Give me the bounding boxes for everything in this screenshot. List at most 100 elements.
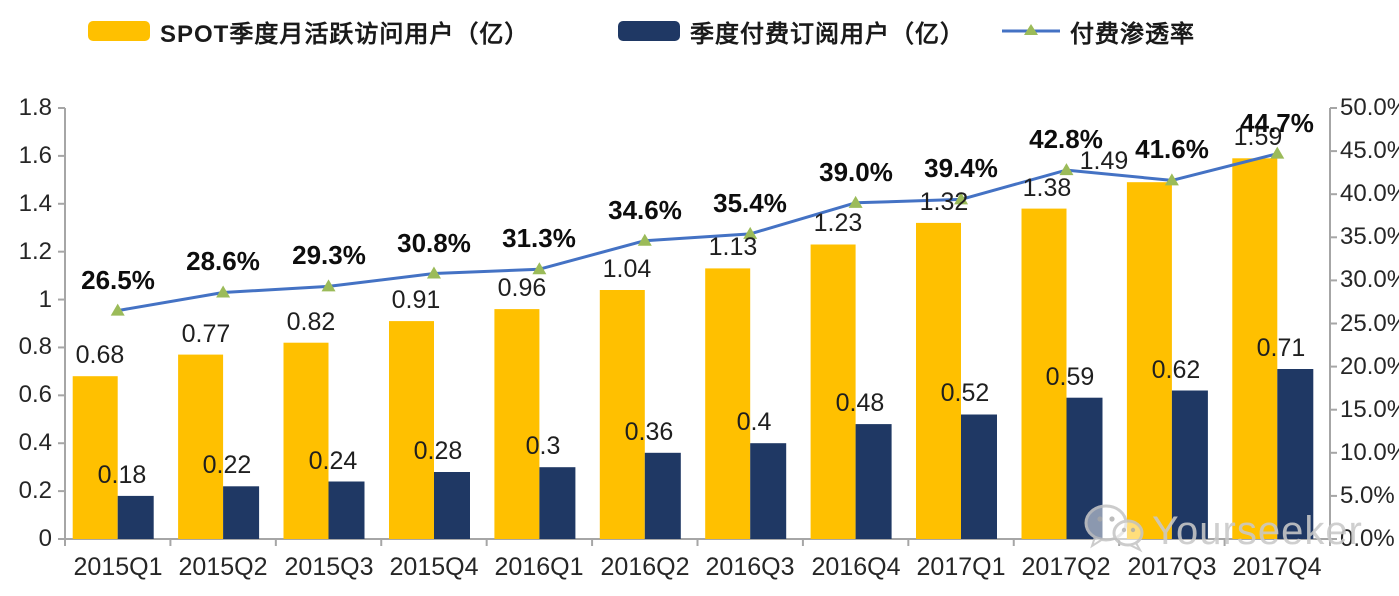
mau-value-label: 1.38 xyxy=(1022,174,1072,202)
penetration-pct-label: 28.6% xyxy=(186,246,260,276)
legend-item-penetration: 付费渗透率 xyxy=(1002,16,1195,48)
bar-subscribers xyxy=(750,443,787,539)
watermark-text: Yourseeker xyxy=(1152,509,1363,553)
penetration-line xyxy=(117,152,1278,313)
triangle-marker-icon xyxy=(637,233,652,246)
subscribers-value-label: 0.24 xyxy=(308,447,358,475)
legend-item-subscribers: 季度付费订阅用户（亿） xyxy=(618,16,965,48)
mau-value-label: 0.77 xyxy=(181,320,231,348)
left-axis-tick-label: 0.6 xyxy=(18,381,52,408)
mau-bar-swatch-icon xyxy=(88,21,150,41)
right-axis-tick-label: 40.0% xyxy=(1340,180,1399,207)
x-axis-category-label: 2016Q2 xyxy=(600,553,690,581)
bar-subscribers xyxy=(223,486,260,539)
triangle-marker-icon xyxy=(1270,146,1285,159)
bar-subscribers xyxy=(434,472,470,539)
subscribers-value-label: 0.3 xyxy=(525,432,561,460)
left-axis-tick-label: 1.2 xyxy=(18,238,52,265)
subscribers-bar-swatch-icon xyxy=(618,21,680,41)
penetration-pct-label: 34.6% xyxy=(608,195,682,225)
subscribers-value-label: 0.62 xyxy=(1151,356,1201,384)
bar-mau xyxy=(494,309,540,539)
x-axis-category-label: 2015Q2 xyxy=(178,553,268,581)
mau-value-label: 0.91 xyxy=(391,286,441,314)
right-axis-tick-label: 35.0% xyxy=(1340,223,1399,250)
penetration-line-swatch-icon xyxy=(1002,21,1060,41)
bar-subscribers xyxy=(855,424,892,539)
x-axis-category-label: 2017Q2 xyxy=(1021,553,1111,581)
mau-value-label: 1.49 xyxy=(1079,147,1129,175)
penetration-pct-label: 42.8% xyxy=(1029,124,1103,154)
legend-label-mau: SPOT季度月活跃访问用户（亿） xyxy=(160,20,530,48)
penetration-pct-label: 39.0% xyxy=(819,157,893,187)
bar-mau xyxy=(916,222,961,539)
triangle-marker-icon xyxy=(1059,163,1074,176)
triangle-marker-icon xyxy=(216,285,231,298)
triangle-marker-icon xyxy=(426,266,441,279)
left-axis-tick-label: 0.8 xyxy=(18,333,52,360)
mau-value-label: 1.04 xyxy=(602,255,652,283)
mau-value-label: 0.82 xyxy=(286,308,336,336)
subscribers-value-label: 0.48 xyxy=(835,389,885,417)
bar-subscribers xyxy=(1171,390,1208,539)
bar-subscribers xyxy=(961,414,997,539)
left-axis-tick-label: 0.4 xyxy=(18,429,52,456)
triangle-marker-icon xyxy=(954,192,969,205)
x-axis-category-label: 2015Q4 xyxy=(389,553,479,581)
bar-mau xyxy=(810,244,856,539)
legend-label-subscribers: 季度付费订阅用户（亿） xyxy=(690,20,965,48)
x-axis-category-label: 2015Q3 xyxy=(284,553,374,581)
right-axis-tick-label: 50.0% xyxy=(1340,94,1399,121)
x-axis-category-label: 2016Q1 xyxy=(494,553,584,581)
triangle-marker-icon xyxy=(1164,173,1179,186)
bar-subscribers xyxy=(328,481,365,539)
triangle-marker-icon xyxy=(110,303,125,316)
x-axis-category-label: 2016Q4 xyxy=(811,553,901,581)
bar-mau xyxy=(72,376,118,539)
left-axis-tick-label: 1.4 xyxy=(18,190,52,217)
right-axis-tick-label: 0.0% xyxy=(1340,525,1395,552)
subscribers-value-label: 0.52 xyxy=(940,379,990,407)
bar-subscribers xyxy=(1066,397,1103,539)
bar-mau xyxy=(705,268,751,539)
subscribers-value-label: 0.36 xyxy=(624,418,674,446)
wechat-icon xyxy=(1082,500,1146,563)
mau-value-label: 1.32 xyxy=(919,188,969,216)
penetration-pct-label: 30.8% xyxy=(397,228,471,258)
right-axis-tick-label: 30.0% xyxy=(1340,266,1399,293)
mau-value-label: 1.59 xyxy=(1233,123,1283,151)
penetration-pct-label: 35.4% xyxy=(713,188,787,218)
x-axis-category-label: 2017Q3 xyxy=(1127,553,1217,581)
penetration-pct-label: 41.6% xyxy=(1135,134,1209,164)
bar-subscribers xyxy=(644,452,681,539)
bar-mau xyxy=(1021,208,1067,539)
watermark: Yourseeker xyxy=(1082,500,1363,563)
subscribers-value-label: 0.22 xyxy=(202,451,252,479)
triangle-marker-icon xyxy=(743,226,758,239)
subscribers-value-label: 0.59 xyxy=(1045,363,1095,391)
left-axis-tick-label: 1 xyxy=(38,286,52,313)
bar-subscribers xyxy=(117,495,154,539)
triangle-marker-icon xyxy=(321,279,336,292)
bar-mau xyxy=(389,321,434,539)
triangle-marker-icon xyxy=(532,262,547,275)
legend-label-penetration: 付费渗透率 xyxy=(1070,20,1195,48)
right-axis-tick-label: 15.0% xyxy=(1340,396,1399,423)
subscribers-value-label: 0.4 xyxy=(736,408,772,436)
penetration-pct-label: 39.4% xyxy=(924,153,998,183)
subscribers-value-label: 0.28 xyxy=(413,437,463,465)
right-axis-tick-label: 10.0% xyxy=(1340,439,1399,466)
penetration-pct-label: 26.5% xyxy=(81,265,155,295)
subscribers-value-label: 0.71 xyxy=(1256,334,1306,362)
penetration-pct-label: 29.3% xyxy=(292,240,366,270)
penetration-pct-label: 31.3% xyxy=(502,223,576,253)
x-axis-category-label: 2015Q1 xyxy=(73,553,163,581)
left-axis-tick-label: 1.8 xyxy=(18,94,52,121)
x-axis-category-label: 2017Q1 xyxy=(916,553,1006,581)
left-axis-tick-label: 0 xyxy=(38,525,52,552)
mau-value-label: 1.23 xyxy=(813,209,863,237)
x-axis-category-label: 2017Q4 xyxy=(1232,553,1322,581)
mau-value-label: 1.13 xyxy=(708,233,758,261)
